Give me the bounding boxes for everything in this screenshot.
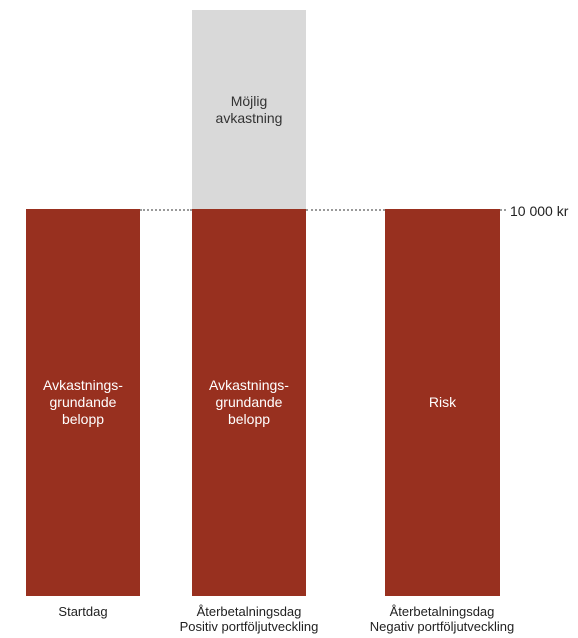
startdag-principal-label: Avkastnings- grundande belopp bbox=[43, 377, 123, 427]
reference-line-segment-3 bbox=[500, 209, 506, 211]
possible-return-bar: Möjlig avkastning bbox=[192, 10, 306, 209]
reference-line-segment-2 bbox=[306, 209, 385, 211]
startdag-principal-bar: Avkastnings- grundande belopp bbox=[26, 209, 140, 596]
column-label-positive: Återbetalningsdag Positiv portföljutveck… bbox=[179, 604, 319, 634]
positive-principal-bar: Avkastnings- grundande belopp bbox=[192, 209, 306, 596]
risk-bar: Risk bbox=[385, 209, 500, 596]
reference-value-label: 10 000 kr bbox=[510, 203, 569, 219]
positive-principal-label: Avkastnings- grundande belopp bbox=[209, 377, 289, 427]
possible-return-label: Möjlig avkastning bbox=[215, 92, 283, 126]
column-label-negative: Återbetalningsdag Negativ portföljutveck… bbox=[369, 604, 515, 634]
reference-line-segment-1 bbox=[140, 209, 192, 211]
column-label-startdag: Startdag bbox=[58, 604, 108, 619]
risk-label: Risk bbox=[428, 394, 457, 410]
